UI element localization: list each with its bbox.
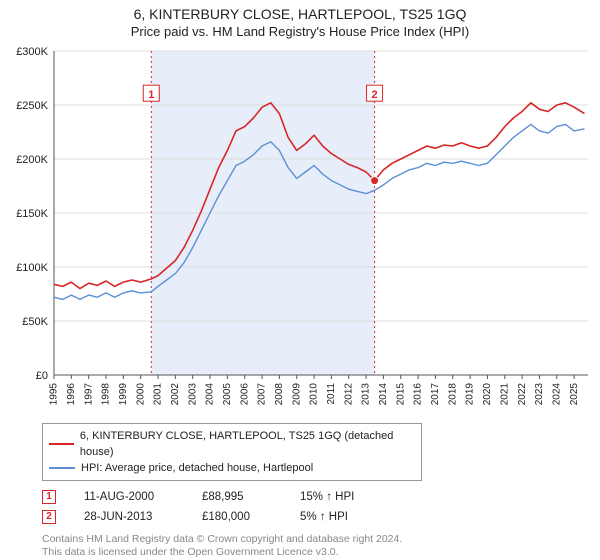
svg-text:2021: 2021 [499, 383, 510, 406]
svg-text:1995: 1995 [49, 383, 60, 406]
svg-text:2: 2 [372, 89, 378, 101]
svg-text:2025: 2025 [569, 383, 580, 406]
sale-date-1: 11-AUG-2000 [84, 487, 174, 507]
legend-label-hpi: HPI: Average price, detached house, Hart… [81, 460, 313, 476]
svg-text:£50K: £50K [22, 316, 48, 328]
svg-text:£250K: £250K [16, 100, 48, 112]
chart-svg: £0 £50K £100K £150K £200K £250K £300K 1995 1996 1… [6, 45, 594, 415]
svg-text:£150K: £150K [16, 208, 48, 220]
svg-text:2018: 2018 [447, 383, 458, 406]
svg-text:2024: 2024 [551, 383, 562, 406]
svg-text:2004: 2004 [205, 383, 216, 406]
legend-row-hpi: HPI: Average price, detached house, Hart… [49, 460, 415, 476]
svg-text:2019: 2019 [465, 383, 476, 406]
svg-text:2010: 2010 [309, 383, 320, 406]
svg-text:2020: 2020 [482, 383, 493, 406]
svg-text:2006: 2006 [239, 383, 250, 406]
legend-label-property: 6, KINTERBURY CLOSE, HARTLEPOOL, TS25 1G… [80, 428, 415, 460]
price-chart: £0 £50K £100K £150K £200K £250K £300K 1995 1996 1… [6, 45, 594, 415]
svg-text:2008: 2008 [274, 383, 285, 406]
page-title: 6, KINTERBURY CLOSE, HARTLEPOOL, TS25 1G… [6, 6, 594, 22]
svg-text:2013: 2013 [361, 383, 372, 406]
legend-row-property: 6, KINTERBURY CLOSE, HARTLEPOOL, TS25 1G… [49, 428, 415, 460]
svg-text:1: 1 [148, 89, 154, 101]
sale-hpi-1: 15% ↑ HPI [300, 487, 380, 507]
svg-text:1999: 1999 [118, 383, 129, 406]
legend: 6, KINTERBURY CLOSE, HARTLEPOOL, TS25 1G… [42, 423, 422, 481]
legend-swatch-property [49, 443, 74, 445]
sale-row-1: 1 11-AUG-2000 £88,995 15% ↑ HPI [42, 487, 594, 507]
svg-text:1997: 1997 [83, 383, 94, 406]
svg-text:2005: 2005 [222, 383, 233, 406]
sale-price-2: £180,000 [202, 507, 272, 527]
sale-marker-2: 2 [42, 510, 56, 524]
svg-text:2003: 2003 [187, 383, 198, 406]
svg-text:1998: 1998 [101, 383, 112, 406]
svg-text:1996: 1996 [66, 383, 77, 406]
svg-text:2009: 2009 [291, 383, 302, 406]
sale-hpi-2: 5% ↑ HPI [300, 507, 380, 527]
svg-text:£0: £0 [36, 370, 48, 382]
sales-table: 1 11-AUG-2000 £88,995 15% ↑ HPI 2 28-JUN… [42, 487, 594, 527]
svg-text:£200K: £200K [16, 154, 48, 166]
svg-text:2017: 2017 [430, 383, 441, 406]
svg-text:2016: 2016 [413, 383, 424, 406]
svg-text:2023: 2023 [534, 383, 545, 406]
svg-text:£100K: £100K [16, 262, 48, 274]
footnote-line-1: Contains HM Land Registry data © Crown c… [42, 533, 594, 546]
svg-text:2000: 2000 [135, 383, 146, 406]
svg-text:2012: 2012 [343, 383, 354, 406]
svg-text:2007: 2007 [257, 383, 268, 406]
footnote-line-2: This data is licensed under the Open Gov… [42, 546, 594, 559]
page-subtitle: Price paid vs. HM Land Registry's House … [6, 24, 594, 39]
sale-date-2: 28-JUN-2013 [84, 507, 174, 527]
svg-text:2002: 2002 [170, 383, 181, 406]
svg-text:2001: 2001 [153, 383, 164, 406]
svg-text:£300K: £300K [16, 46, 48, 58]
footnote: Contains HM Land Registry data © Crown c… [42, 533, 594, 559]
legend-swatch-hpi [49, 467, 75, 469]
sale-row-2: 2 28-JUN-2013 £180,000 5% ↑ HPI [42, 507, 594, 527]
svg-text:2015: 2015 [395, 383, 406, 406]
sale-price-1: £88,995 [202, 487, 272, 507]
svg-text:2011: 2011 [326, 383, 337, 405]
svg-text:2022: 2022 [517, 383, 528, 406]
sale-marker-1: 1 [42, 490, 56, 504]
svg-text:2014: 2014 [378, 383, 389, 406]
